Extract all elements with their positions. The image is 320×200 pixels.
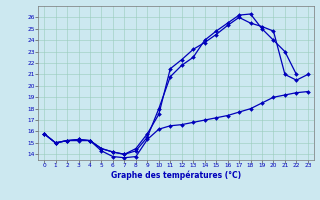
X-axis label: Graphe des températures (°C): Graphe des températures (°C) <box>111 171 241 180</box>
